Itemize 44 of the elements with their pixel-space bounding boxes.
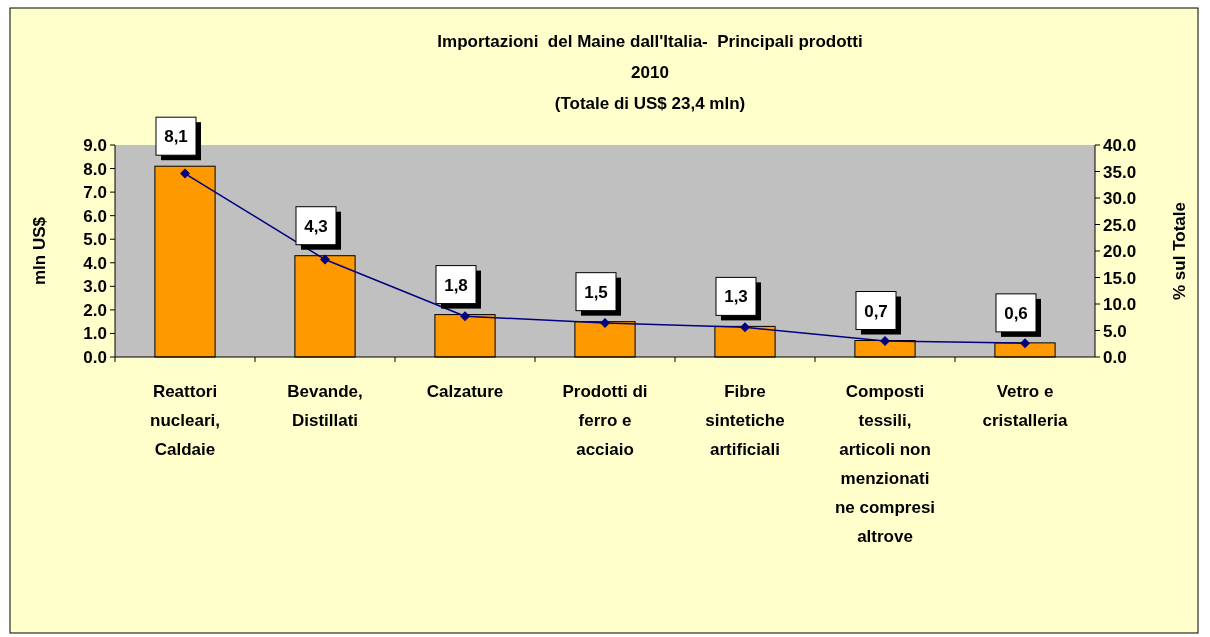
- point: [880, 336, 890, 347]
- y-tick-label: 1.0: [83, 324, 107, 344]
- y2-tick-label: 30.0: [1103, 189, 1137, 208]
- point: [320, 254, 330, 265]
- point: [600, 318, 610, 329]
- x-tick-label: Composti tessili, articoli non menzionati ne compresi altrove: [834, 382, 936, 546]
- y2-tick-label: 5.0: [1103, 321, 1127, 341]
- x-tick-label: Bevande, Distillati: [287, 382, 363, 430]
- y2-tick-label: 20.0: [1103, 242, 1137, 261]
- y2-tick-label: 40.0: [1103, 136, 1137, 155]
- x-tick-label: Fibre sintetiche artificiali: [705, 382, 785, 459]
- y-axis-title: mln US$: [30, 216, 49, 286]
- y-tick-label: 2.0: [83, 300, 107, 320]
- y-tick-label: 7.0: [83, 183, 107, 203]
- data-label: 4,3: [304, 216, 328, 236]
- y-tick-label: 3.0: [83, 277, 107, 297]
- x-tick-label: Vetro e cristalleria: [982, 382, 1069, 430]
- data-label: 8,1: [164, 127, 188, 147]
- y2-tick-label: 0.0: [1103, 348, 1127, 367]
- point: [1020, 338, 1030, 349]
- y-tick-label: 6.0: [83, 206, 107, 226]
- chart-subtitle: 2010 (Totale di US$ 23,4 mln): [554, 63, 746, 113]
- y-tick-label: 0.0: [83, 348, 107, 367]
- data-label: 1,3: [724, 287, 748, 307]
- point: [180, 168, 190, 179]
- data-label: 0,7: [864, 301, 888, 321]
- y-tick-label: 5.0: [83, 230, 107, 250]
- y2-tick-label: 35.0: [1103, 162, 1137, 182]
- data-label: 0,6: [1004, 303, 1028, 323]
- x-tick-label: Reattori nucleari, Caldaie: [150, 382, 220, 459]
- x-tick-label: Calzature: [426, 382, 504, 401]
- data-label: 1,8: [444, 275, 468, 295]
- chart-title: Importazioni del Maine dall'Italia- Principali prodotti: [437, 32, 863, 51]
- x-tick-label: Prodotti di ferro e acciaio: [562, 382, 648, 459]
- point: [740, 322, 750, 333]
- y2-tick-label: 15.0: [1103, 268, 1137, 288]
- y-tick-label: 8.0: [83, 159, 107, 179]
- point: [460, 311, 470, 322]
- y-tick-label: 4.0: [83, 253, 107, 273]
- data-label: 1,5: [584, 282, 608, 302]
- y-tick-label: 9.0: [83, 136, 107, 155]
- y2-axis-title: % sul Totale: [1170, 202, 1189, 300]
- y2-tick-label: 10.0: [1103, 295, 1137, 314]
- y2-tick-label: 25.0: [1103, 215, 1137, 235]
